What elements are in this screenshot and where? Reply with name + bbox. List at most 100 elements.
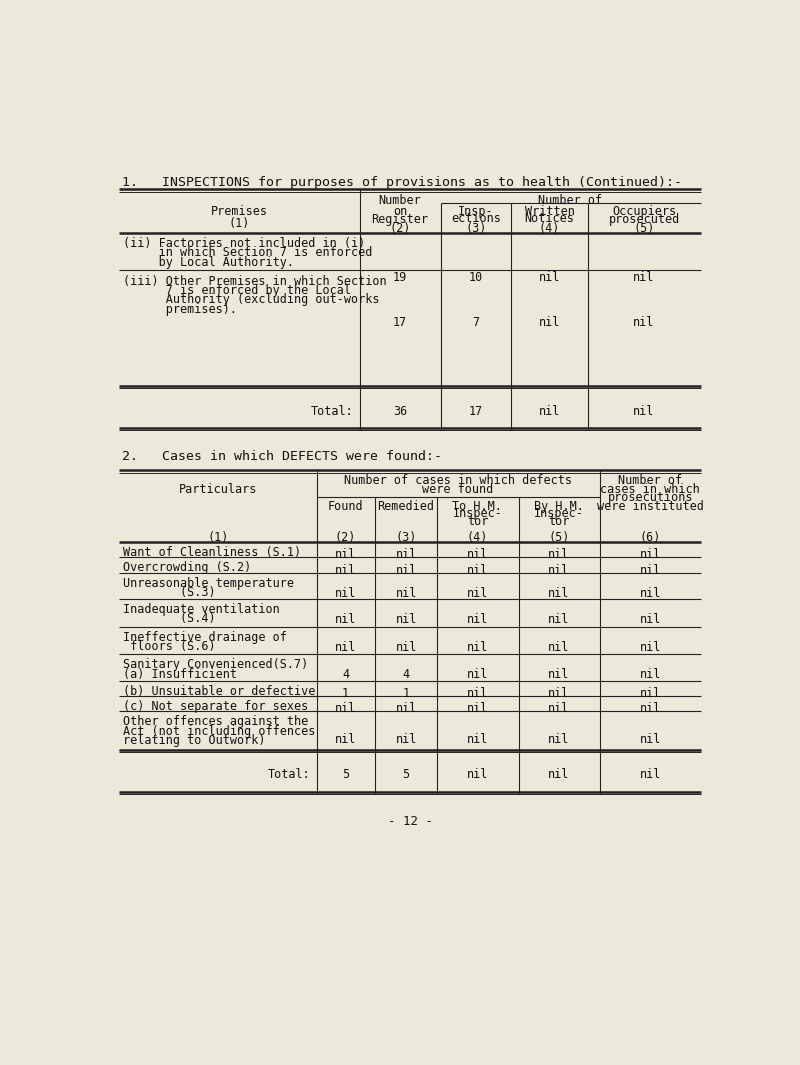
Text: nil: nil bbox=[466, 733, 488, 745]
Text: 1.   INSPECTIONS for purposes of provisions as to health (Continued):-: 1. INSPECTIONS for purposes of provision… bbox=[122, 176, 682, 189]
Text: relating to Outwork): relating to Outwork) bbox=[123, 734, 266, 747]
Text: nil: nil bbox=[639, 587, 661, 600]
Text: tor: tor bbox=[466, 515, 488, 528]
Text: Remedied: Remedied bbox=[378, 499, 434, 512]
Text: Inspec-: Inspec- bbox=[453, 507, 502, 521]
Text: nil: nil bbox=[539, 316, 560, 329]
Text: nil: nil bbox=[639, 669, 661, 682]
Text: (1): (1) bbox=[229, 217, 250, 230]
Text: Found: Found bbox=[328, 499, 363, 512]
Text: nil: nil bbox=[335, 641, 356, 654]
Text: (a) Insufficient: (a) Insufficient bbox=[123, 668, 238, 681]
Text: Inspec-: Inspec- bbox=[534, 507, 584, 521]
Text: To H.M.: To H.M. bbox=[453, 499, 502, 512]
Text: 4: 4 bbox=[402, 669, 410, 682]
Text: nil: nil bbox=[639, 563, 661, 576]
Text: nil: nil bbox=[395, 641, 417, 654]
Text: nil: nil bbox=[335, 702, 356, 716]
Text: on: on bbox=[393, 204, 407, 218]
Text: (ii) Factories not included in (i): (ii) Factories not included in (i) bbox=[123, 237, 366, 250]
Text: nil: nil bbox=[548, 702, 570, 716]
Text: nil: nil bbox=[634, 316, 654, 329]
Text: - 12 -: - 12 - bbox=[387, 815, 433, 828]
Text: 36: 36 bbox=[393, 405, 407, 417]
Text: nil: nil bbox=[466, 687, 488, 700]
Text: 19: 19 bbox=[393, 271, 407, 284]
Text: nil: nil bbox=[335, 563, 356, 576]
Text: nil: nil bbox=[639, 702, 661, 716]
Text: (3): (3) bbox=[465, 222, 486, 234]
Text: nil: nil bbox=[395, 612, 417, 626]
Text: prosecutions: prosecutions bbox=[607, 491, 693, 504]
Text: Total:: Total: bbox=[310, 405, 354, 417]
Text: nil: nil bbox=[335, 733, 356, 745]
Text: nil: nil bbox=[466, 612, 488, 626]
Text: nil: nil bbox=[335, 548, 356, 561]
Text: prosecuted: prosecuted bbox=[609, 213, 680, 226]
Text: nil: nil bbox=[466, 548, 488, 561]
Text: By H.M.: By H.M. bbox=[534, 499, 584, 512]
Text: nil: nil bbox=[548, 641, 570, 654]
Text: nil: nil bbox=[639, 612, 661, 626]
Text: Written: Written bbox=[525, 204, 574, 218]
Text: nil: nil bbox=[466, 669, 488, 682]
Text: nil: nil bbox=[548, 687, 570, 700]
Text: Want of Cleanliness (S.1): Want of Cleanliness (S.1) bbox=[123, 546, 302, 559]
Text: nil: nil bbox=[395, 702, 417, 716]
Text: nil: nil bbox=[548, 733, 570, 745]
Text: nil: nil bbox=[639, 733, 661, 745]
Text: Particulars: Particulars bbox=[178, 482, 257, 496]
Text: Register: Register bbox=[371, 213, 429, 226]
Text: (2): (2) bbox=[335, 531, 356, 544]
Text: nil: nil bbox=[466, 563, 488, 576]
Text: cases in which: cases in which bbox=[600, 482, 700, 496]
Text: (5): (5) bbox=[548, 531, 570, 544]
Text: nil: nil bbox=[539, 405, 560, 417]
Text: 2.   Cases in which DEFECTS were found:-: 2. Cases in which DEFECTS were found:- bbox=[122, 449, 442, 462]
Text: nil: nil bbox=[548, 769, 570, 782]
Text: Number of: Number of bbox=[538, 194, 602, 207]
Text: nil: nil bbox=[548, 563, 570, 576]
Text: in which Section 7 is enforced: in which Section 7 is enforced bbox=[123, 246, 373, 260]
Text: nil: nil bbox=[466, 587, 488, 600]
Text: (c) Not separate for sexes: (c) Not separate for sexes bbox=[123, 700, 309, 712]
Text: nil: nil bbox=[395, 733, 417, 745]
Text: nil: nil bbox=[548, 548, 570, 561]
Text: (b) Unsuitable or defective: (b) Unsuitable or defective bbox=[123, 685, 316, 698]
Text: nil: nil bbox=[548, 612, 570, 626]
Text: (S.3): (S.3) bbox=[123, 586, 216, 599]
Text: 5: 5 bbox=[402, 769, 410, 782]
Text: nil: nil bbox=[395, 548, 417, 561]
Text: nil: nil bbox=[639, 687, 661, 700]
Text: nil: nil bbox=[639, 641, 661, 654]
Text: nil: nil bbox=[634, 271, 654, 284]
Text: nil: nil bbox=[548, 669, 570, 682]
Text: nil: nil bbox=[634, 405, 654, 417]
Text: Insp-: Insp- bbox=[458, 204, 494, 218]
Text: 7: 7 bbox=[472, 316, 479, 329]
Text: 1: 1 bbox=[402, 687, 410, 700]
Text: nil: nil bbox=[539, 271, 560, 284]
Text: nil: nil bbox=[639, 769, 661, 782]
Text: Premises: Premises bbox=[211, 204, 268, 218]
Text: nil: nil bbox=[466, 769, 488, 782]
Text: Authority (excluding out-works: Authority (excluding out-works bbox=[123, 293, 380, 307]
Text: nil: nil bbox=[395, 587, 417, 600]
Text: Overcrowding (S.2): Overcrowding (S.2) bbox=[123, 561, 251, 574]
Text: floors (S.6): floors (S.6) bbox=[123, 640, 216, 653]
Text: (1): (1) bbox=[207, 531, 229, 544]
Text: Unreasonable temperature: Unreasonable temperature bbox=[123, 577, 294, 590]
Text: Number of: Number of bbox=[618, 474, 682, 488]
Text: Sanitary Convenienced(S.7): Sanitary Convenienced(S.7) bbox=[123, 658, 309, 671]
Text: (S.4): (S.4) bbox=[123, 612, 216, 625]
Text: Act (not including offences: Act (not including offences bbox=[123, 724, 316, 738]
Text: (4): (4) bbox=[539, 222, 560, 234]
Text: tor: tor bbox=[548, 515, 570, 528]
Text: Occupiers: Occupiers bbox=[612, 204, 676, 218]
Text: (iii) Other Premises in which Section: (iii) Other Premises in which Section bbox=[123, 275, 387, 288]
Text: nil: nil bbox=[335, 612, 356, 626]
Text: Number of cases in which defects: Number of cases in which defects bbox=[344, 474, 572, 488]
Text: 17: 17 bbox=[469, 405, 483, 417]
Text: 17: 17 bbox=[393, 316, 407, 329]
Text: nil: nil bbox=[639, 548, 661, 561]
